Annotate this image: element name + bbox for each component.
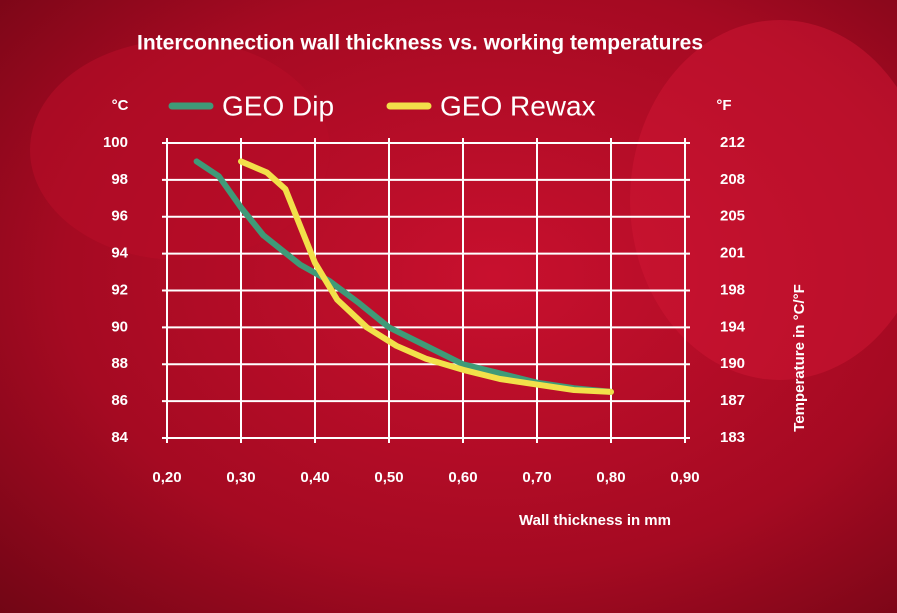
y2-unit: °F [716,97,731,114]
chart-title: Interconnection wall thickness vs. worki… [137,32,703,55]
x-tick-label: 0,80 [596,469,625,486]
y2-tick-label: 198 [720,281,745,298]
y-tick-label: 94 [111,245,128,262]
y-tick-label: 92 [111,281,128,298]
x-tick-label: 0,70 [522,469,551,486]
y-unit: °C [112,97,129,114]
y2-tick-label: 205 [720,208,745,225]
y2-axis-label: Temperature in °C/°F [791,284,808,432]
x-axis-label: Wall thickness in mm [519,512,671,529]
decor [30,40,330,260]
x-tick-label: 0,30 [226,469,255,486]
legend-label: GEO Dip [222,90,334,121]
y2-tick-label: 183 [720,429,745,446]
y2-tick-label: 201 [720,245,745,262]
x-tick-label: 0,60 [448,469,477,486]
y-tick-label: 90 [111,318,128,335]
y-tick-label: 100 [103,134,128,151]
x-tick-label: 0,50 [374,469,403,486]
y-tick-label: 84 [111,429,128,446]
y-tick-label: 96 [111,208,128,225]
legend-label: GEO Rewax [440,90,596,121]
line [238,158,614,395]
x-tick-label: 0,90 [670,469,699,486]
y2-tick-label: 212 [720,134,745,151]
y2-tick-label: 190 [720,355,745,372]
x-tick-label: 0,40 [300,469,329,486]
y2-tick-label: 187 [720,392,745,409]
y-tick-label: 88 [111,355,128,372]
y-tick-label: 86 [111,392,128,409]
y-tick-label: 98 [111,171,128,188]
y2-tick-label: 208 [720,171,745,188]
x-tick-label: 0,20 [152,469,181,486]
y2-tick-label: 194 [720,318,746,335]
decor [630,20,897,380]
